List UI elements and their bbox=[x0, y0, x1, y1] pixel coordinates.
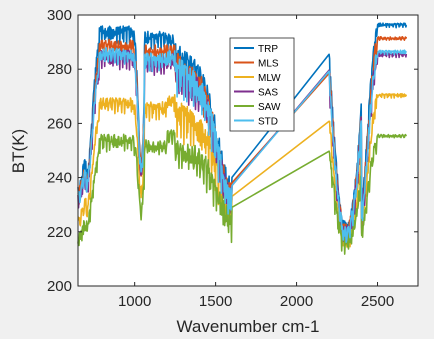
plot-frame bbox=[77, 14, 419, 287]
y-tick-label: 260 bbox=[47, 115, 72, 132]
y-axis-label: BT(K) bbox=[9, 129, 28, 173]
y-tick-label: 300 bbox=[47, 7, 72, 24]
x-axis-label: Wavenumber cm-1 bbox=[177, 317, 320, 336]
legend-label: MLW bbox=[258, 73, 281, 84]
y-tick-label: 220 bbox=[47, 224, 72, 241]
series-line-std bbox=[77, 47, 407, 243]
y-tick-label: 240 bbox=[47, 170, 72, 187]
y-tick-label: 280 bbox=[47, 61, 72, 78]
series-layer bbox=[77, 22, 408, 255]
legend-label: SAW bbox=[258, 102, 281, 113]
ticks-layer: 1000 1500 2000 2500 200 220 240 260 280 300 bbox=[47, 7, 418, 310]
x-tick-label: 2500 bbox=[361, 293, 394, 310]
x-tick-label: 1000 bbox=[118, 293, 151, 310]
x-tick-label: 2000 bbox=[280, 293, 313, 310]
legend-label: STD bbox=[258, 117, 278, 128]
series-line-mlw bbox=[77, 92, 408, 248]
legend-box bbox=[229, 37, 295, 132]
legend-label: MLS bbox=[258, 59, 279, 70]
legend-label: SAS bbox=[258, 88, 278, 99]
series-line-saw bbox=[77, 129, 408, 255]
x-tick-label: 1500 bbox=[199, 293, 232, 310]
legend-label: TRP bbox=[258, 44, 278, 55]
y-tick-label: 200 bbox=[47, 278, 72, 295]
legend: TRP MLS MLW SAS SAW STD bbox=[229, 37, 295, 132]
